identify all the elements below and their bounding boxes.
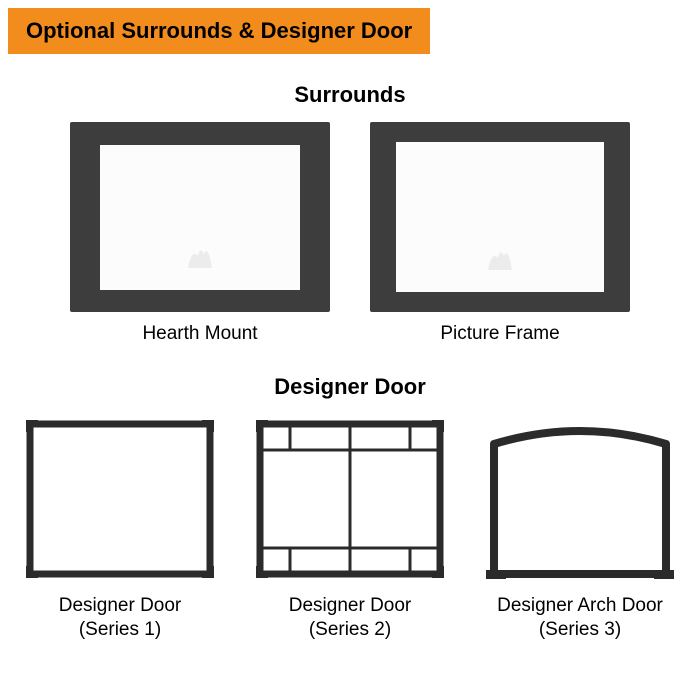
door-series-1: Designer Door(Series 1) [20,414,220,642]
flame-icon [480,240,520,274]
surrounds-row: Hearth Mount Picture Frame [0,122,700,346]
hearth-mount-label: Hearth Mount [142,322,257,346]
surrounds-title: Surrounds [0,82,700,108]
surround-hearth-mount: Hearth Mount [70,122,330,346]
door-series-3-icon [480,414,680,584]
flame-icon [180,238,220,272]
door-series-3: Designer Arch Door(Series 3) [480,414,680,642]
door-series-2: Designer Door(Series 2) [250,414,450,642]
door-series-3-label: Designer Arch Door(Series 3) [497,594,663,642]
door-series-1-label: Designer Door(Series 1) [59,594,182,642]
hearth-mount-frame [70,122,330,312]
picture-frame-frame [370,122,630,312]
doors-row: Designer Door(Series 1) Designer Door(Se… [0,414,700,642]
surround-picture-frame: Picture Frame [370,122,630,346]
doors-title: Designer Door [0,374,700,400]
door-series-2-icon [250,414,450,584]
door-series-2-label: Designer Door(Series 2) [289,594,412,642]
section-banner: Optional Surrounds & Designer Door [8,8,430,54]
hearth-mount-inner [100,145,300,290]
door-series-1-icon [20,414,220,584]
picture-frame-inner [396,142,604,292]
picture-frame-label: Picture Frame [440,322,559,346]
